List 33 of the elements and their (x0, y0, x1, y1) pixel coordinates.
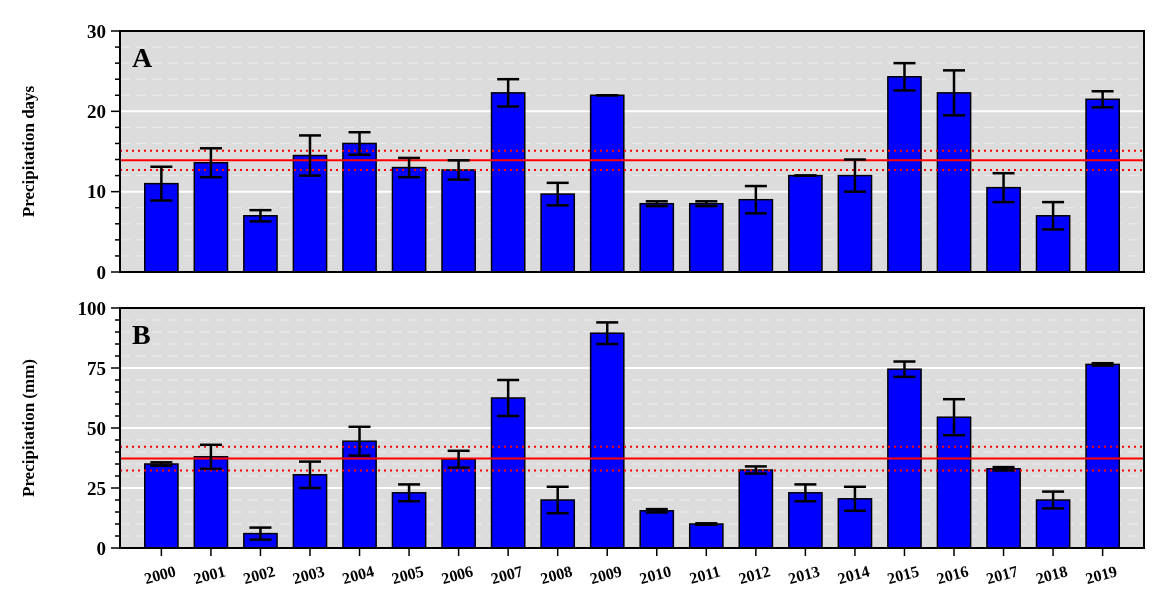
y-tick-label: 10 (87, 181, 106, 203)
x-tick-label: 2006 (439, 562, 475, 588)
x-tick-label: 2005 (389, 562, 426, 588)
x-tick-label: 2010 (637, 562, 673, 588)
x-tick-label: 2008 (538, 562, 574, 588)
x-tick-label: 2002 (241, 562, 277, 588)
x-tick-label: 2015 (885, 562, 921, 588)
x-tick-label: 2019 (1083, 562, 1119, 588)
x-tick-label: 2013 (786, 562, 822, 588)
x-tick-label: 2017 (984, 562, 1020, 588)
y-tick-label: 0 (96, 537, 106, 559)
y-tick-label: 25 (87, 477, 106, 499)
x-tick-label: 2007 (489, 562, 525, 588)
x-tick-label: 2016 (934, 562, 971, 588)
x-tick-label: 2011 (687, 562, 723, 587)
x-tick-label: 2004 (340, 562, 376, 588)
y-tick-label: 30 (87, 20, 106, 42)
y-axis-title: Precipitation (mm) (19, 358, 38, 498)
x-tick-label: 2001 (191, 562, 228, 588)
x-tick-label: 2000 (142, 562, 178, 588)
y-tick-label: 20 (87, 100, 106, 122)
y-tick-label: 50 (87, 417, 106, 439)
y-axis-title: Precipitation days (19, 85, 38, 218)
y-tick-label: 0 (96, 261, 106, 283)
annotation: A (132, 42, 153, 73)
x-tick-label: 2003 (290, 562, 327, 588)
x-tick-label: 2014 (835, 562, 872, 588)
y-tick-label: 75 (87, 357, 106, 379)
x-tick-label: 2018 (1034, 562, 1070, 588)
y-tick-label: 100 (77, 297, 106, 319)
x-tick-label: 2012 (736, 562, 773, 588)
annotation: B (132, 319, 151, 350)
x-tick-label: 2009 (588, 562, 624, 588)
